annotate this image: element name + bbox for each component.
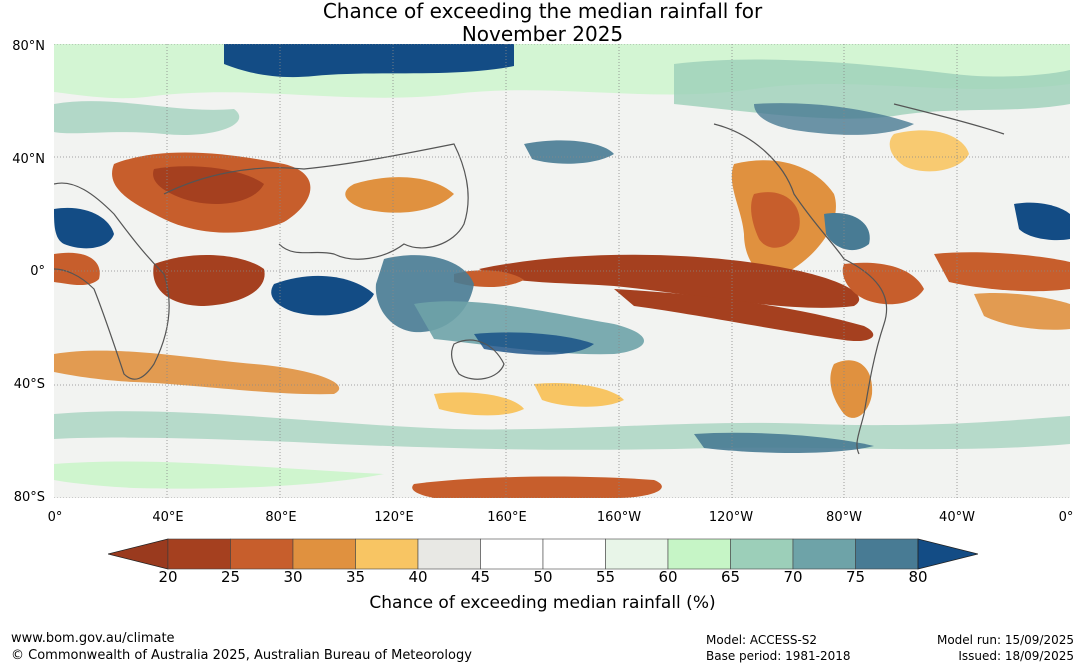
colorbar-segment — [355, 538, 419, 570]
lat-label-40n: 40°N — [12, 152, 45, 167]
colorbar-label: Chance of exceeding median rainfall (%) — [369, 593, 716, 613]
colorbar-tick-label: 35 — [345, 568, 366, 586]
rainfall-map — [54, 44, 1070, 498]
colorbar — [108, 538, 978, 570]
colorbar-segment — [792, 538, 856, 570]
lon-label-80w: 80°W — [826, 510, 862, 525]
colorbar-tick-label: 80 — [908, 568, 928, 586]
colorbar-segment — [542, 538, 606, 570]
colorbar-segment — [230, 538, 294, 570]
lat-label-40s: 40°S — [13, 377, 45, 392]
colorbar-tick-label: 70 — [783, 568, 803, 586]
colorbar-segment — [667, 538, 731, 570]
colorbar-tick-label: 55 — [595, 568, 616, 586]
model-text: Model: ACCESS-S2 — [706, 633, 818, 647]
colorbar-tick-label: 40 — [408, 568, 428, 586]
lon-label-0-west: 0° — [47, 510, 63, 525]
colorbar-segment — [855, 538, 919, 570]
colorbar-tick-label: 50 — [533, 568, 553, 586]
colorbar-tick-label: 25 — [220, 568, 241, 586]
lon-label-40w: 40°W — [939, 510, 975, 525]
lon-label-120e: 120°E — [374, 510, 414, 525]
model-run-text: Model run: 15/09/2025 — [936, 633, 1074, 647]
website-text: www.bom.gov.au/climate — [11, 631, 175, 646]
lon-label-160w: 160°W — [596, 510, 642, 525]
lat-label-80n: 80°N — [12, 39, 45, 54]
colorbar-tick-label: 60 — [658, 568, 678, 586]
copyright-text: © Commonwealth of Australia 2025, Austra… — [11, 648, 472, 663]
lon-label-40e: 40°E — [152, 510, 184, 525]
colorbar-segment — [417, 538, 481, 570]
map-title: Chance of exceeding the median rainfall … — [0, 0, 1085, 46]
base-period-text: Base period: 1981-2018 — [706, 649, 851, 663]
title-line-2: November 2025 — [461, 22, 624, 46]
lon-label-80e: 80°E — [265, 510, 297, 525]
colorbar-segment — [480, 538, 544, 570]
colorbar-segment — [730, 538, 794, 570]
lat-label-0: 0° — [30, 264, 45, 279]
colorbar-low-extend — [108, 538, 169, 570]
title-line-1: Chance of exceeding the median rainfall … — [322, 0, 763, 23]
colorbar-tick-label: 65 — [720, 568, 741, 586]
lon-label-160e: 160°E — [487, 510, 527, 525]
colorbar-tick-label: 30 — [283, 568, 303, 586]
colorbar-tick-label: 45 — [470, 568, 491, 586]
issued-text: Issued: 18/09/2025 — [958, 649, 1074, 663]
map-graphic — [54, 44, 1070, 498]
colorbar-high-extend — [917, 538, 978, 570]
colorbar-tick-label: 20 — [158, 568, 178, 586]
lat-label-80s: 80°S — [13, 490, 45, 505]
colorbar-segment — [292, 538, 356, 570]
colorbar-segment — [167, 538, 231, 570]
lon-label-0-east: 0° — [1058, 510, 1074, 525]
lon-label-120w: 120°W — [708, 510, 754, 525]
colorbar-segment — [605, 538, 669, 570]
colorbar-tick-label: 75 — [845, 568, 866, 586]
